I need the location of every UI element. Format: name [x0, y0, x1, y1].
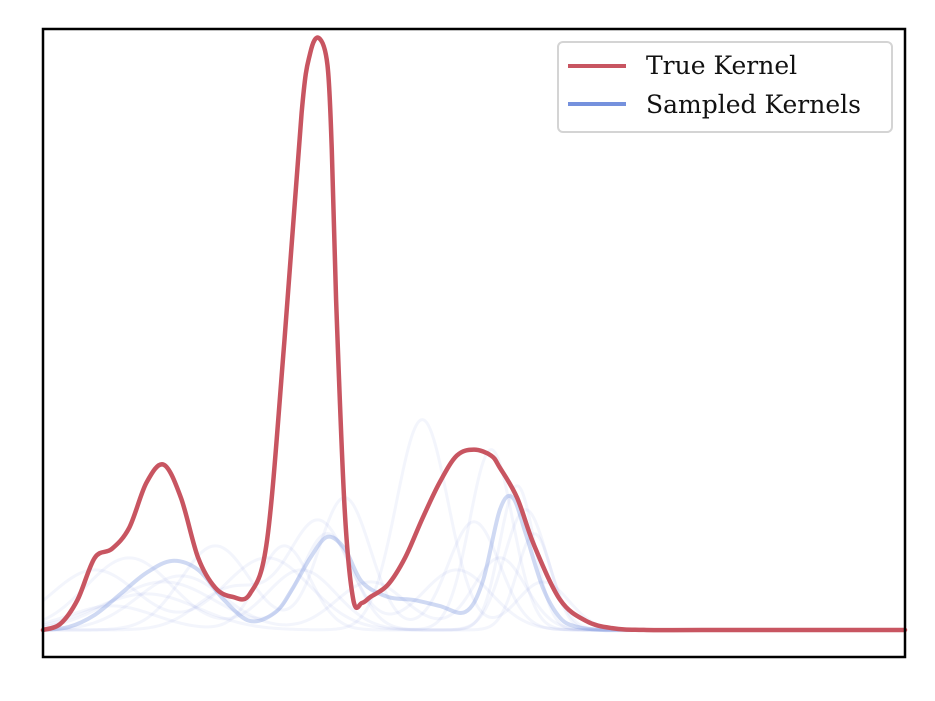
legend-box: [557, 41, 893, 133]
series-line-true-kernel: [40, 35, 908, 633]
sampled-kernel-draw-1: [42, 484, 905, 632]
series-line-sampled-kernels: [41, 493, 907, 633]
sampled-kernels-faint-draws: [42, 418, 905, 632]
sampled-kernel-draw-3: [42, 508, 905, 632]
plot-frame: [41, 27, 907, 659]
legend-label-sampled-kernels: Sampled Kernels: [646, 90, 861, 119]
legend-label-true-kernel: True Kernel: [646, 51, 797, 80]
legend: True Kernel Sampled Kernels: [557, 41, 893, 133]
series-lines: [40, 35, 908, 633]
sampled-kernel-draw-5: [42, 518, 905, 632]
sampled-kernel-draw-2: [42, 496, 905, 632]
